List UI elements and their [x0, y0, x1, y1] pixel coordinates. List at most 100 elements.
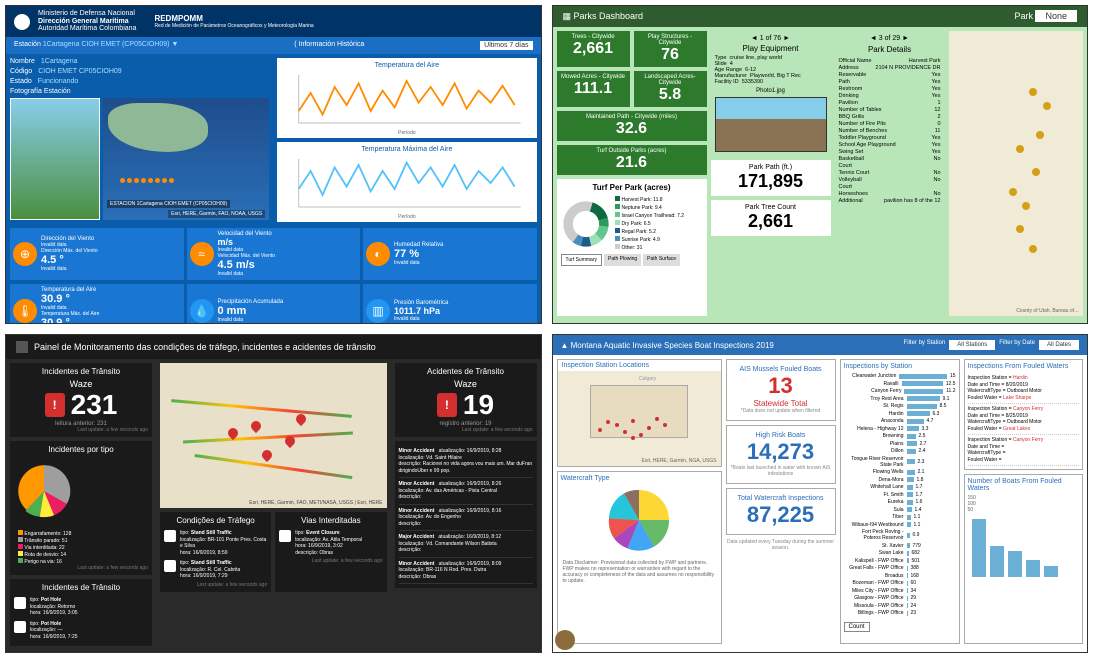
vbar[interactable] [972, 519, 986, 577]
weather-dashboard: Ministerio de Defensa Nacional Dirección… [5, 5, 542, 324]
chart-tempmax[interactable]: Temperatura Máxima del Aire Período [277, 142, 536, 222]
filter-station[interactable]: All Stations [949, 340, 995, 350]
map-dot[interactable] [615, 423, 619, 427]
bar-row[interactable]: St. Regis8.5 [844, 403, 956, 409]
bar-row[interactable]: Billings - FWP Office23 [844, 610, 956, 616]
accident-item[interactable]: Minor Accident atualização: 16/9/2019, 8… [399, 505, 533, 532]
list-item[interactable]: tipo: Event Closurelocalização: Av. Atil… [279, 528, 382, 558]
app-sub: Red de Medición de Parámetros Oceanográf… [154, 23, 313, 29]
kpi-row1: Trees - Citywide2,661 Play Structures - … [557, 31, 707, 67]
count-tab[interactable]: Count [844, 622, 870, 632]
bar-row[interactable]: Tiber1.1 [844, 514, 956, 520]
map-pin[interactable] [1029, 88, 1037, 96]
parks-map[interactable]: County of Utah, Bureau of… [949, 31, 1084, 316]
bar-row[interactable]: Troy Rest Area9.1 [844, 396, 956, 402]
bar-row[interactable]: Bozeman - FWP Office60 [844, 580, 956, 586]
list-item[interactable]: tipo: Stand Still Trafficlocalização: R.… [164, 558, 267, 582]
station-select[interactable]: 1Cartagena CIOH EMET (CP05CIOH09) ▼ [43, 41, 179, 48]
map[interactable]: Calgary Esri, HERE, Garmin, NGA, USGS [558, 371, 721, 466]
title: Painel de Monitoramento das condições de… [34, 342, 376, 352]
bar-row[interactable]: Ft. Smith1.7 [844, 492, 956, 498]
bar-row[interactable]: Swan Lake682 [844, 550, 956, 556]
bar-row[interactable]: Canyon Ferry11.2 [844, 388, 956, 394]
list-item[interactable]: tipo: Stand Still Trafficlocalização: BR… [164, 528, 267, 558]
accident-item[interactable]: Major Accident atualização: 16/9/2019, 8… [399, 531, 533, 558]
bar-row[interactable]: Glasgow - FWP Office29 [844, 595, 956, 601]
station-photo[interactable] [10, 98, 100, 220]
chart-temp[interactable]: Temperatura del Aire Período [277, 58, 536, 138]
bar-row[interactable]: Hardin6.3 [844, 411, 956, 417]
map-dot[interactable] [631, 436, 635, 440]
map-pin[interactable] [1022, 202, 1030, 210]
bar-row[interactable]: Eureka1.6 [844, 499, 956, 505]
equip-nav[interactable]: ◄ 1 of 76 ► [715, 35, 827, 42]
fouled-item[interactable]: Inspection Station = Canyon FerryDate an… [968, 435, 1080, 466]
bar-row[interactable]: Missoula - FWP Office24 [844, 603, 956, 609]
left-col: Nombre1Cartagena CódigoCIOH EMET CP05CIO… [6, 54, 273, 224]
vbar[interactable] [1008, 551, 1022, 577]
bar-row[interactable]: Whitehall Lane1.7 [844, 484, 956, 490]
vbar[interactable] [1044, 566, 1058, 577]
detail-row: Number of Tables12 [839, 106, 941, 113]
equip-photo[interactable] [715, 97, 827, 152]
map-pin[interactable] [1043, 102, 1051, 110]
compass-icon: ⊕ [13, 242, 37, 266]
fouled-item[interactable]: Inspection Station = Canyon FerryDate an… [968, 404, 1080, 435]
filter-date[interactable]: All Dates [1039, 340, 1079, 350]
bar-row[interactable]: Kalispell - FWP Office501 [844, 558, 956, 564]
bar-row[interactable]: St. Xavier779 [844, 543, 956, 549]
vbar[interactable] [990, 546, 1004, 577]
map-dot[interactable] [623, 430, 627, 434]
map[interactable]: Esri, HERE, Garmin, FAO, NOAA, USGS ESTA… [103, 98, 269, 220]
detail-row: HorseshoesNo [839, 190, 941, 197]
hist-link[interactable]: ( Información Histórica [294, 41, 364, 50]
v: 77 % [394, 248, 443, 260]
bar-row[interactable]: Miles City - FWP Office34 [844, 588, 956, 594]
range-select[interactable]: Últimos 7 días [480, 41, 532, 50]
accident-item[interactable]: Minor Accident atualização: 16/9/2019, 8… [399, 478, 533, 505]
bar-row[interactable]: Tongue River Reservoir State Park2.3 [844, 456, 956, 468]
accident-item[interactable]: Minor Accident atualização: 16/9/2019, 8… [399, 445, 533, 478]
accident-item[interactable]: Minor Accident atualização: 16/9/2019, 8… [399, 558, 533, 585]
park-select[interactable]: None [1035, 10, 1077, 22]
tab-turf[interactable]: Turf Summary [561, 254, 602, 266]
stat-temp: 🌡 Temperatura del Aire30.9 °Invalid data… [10, 284, 184, 324]
bar-row[interactable]: Clearwater Junction15 [844, 373, 956, 379]
vbar[interactable] [1026, 560, 1040, 577]
v: 2,661 [560, 40, 627, 58]
pie-chart[interactable] [14, 461, 74, 521]
bar-row[interactable]: Broadus168 [844, 573, 956, 579]
bars[interactable] [968, 517, 1080, 577]
map-dot[interactable] [631, 419, 635, 423]
bar-row[interactable]: Anaconda4.7 [844, 418, 956, 424]
pie-chart[interactable] [604, 485, 674, 555]
bar-row[interactable]: Great Falls - FWP Office388 [844, 565, 956, 571]
bar-row[interactable]: Sula1.4 [844, 507, 956, 513]
map-pin[interactable] [1036, 131, 1044, 139]
bar-row[interactable]: Dena-Mora1.8 [844, 477, 956, 483]
map-pin[interactable] [1009, 188, 1017, 196]
traffic-map[interactable]: Esri, HERE, Garmin, FAO, METI/NASA, USGS… [160, 363, 387, 508]
map-pin[interactable] [1029, 245, 1037, 253]
s: Invalid data [394, 260, 443, 266]
map-dot[interactable] [639, 433, 643, 437]
map-pin[interactable] [1016, 225, 1024, 233]
bar-row[interactable]: Flowing Wells2.1 [844, 469, 956, 475]
list-item[interactable]: tipo: Pot Holelocalização: Retornohora: … [14, 595, 148, 619]
fouled-item[interactable]: Inspection Station = HardinDate and Time… [968, 373, 1080, 404]
bar-row[interactable]: Fort Peck Roving - Poteros Reservoir0.9 [844, 529, 956, 541]
map-dot[interactable] [655, 417, 659, 421]
bar-row[interactable]: Dillon2.4 [844, 448, 956, 454]
bar-row[interactable]: Ravalli12.5 [844, 381, 956, 387]
bar-row[interactable]: Helena - Highway 123.3 [844, 426, 956, 432]
donut-chart[interactable] [561, 199, 611, 249]
bar-row[interactable]: Browning2.5 [844, 433, 956, 439]
map-pin[interactable] [1016, 145, 1024, 153]
tab-surface[interactable]: Path Surface [643, 254, 680, 266]
list-item[interactable]: tipo: Pot Holelocalização: —hora: 16/9/2… [14, 619, 148, 643]
details-nav[interactable]: ◄ 3 of 29 ► [839, 35, 941, 42]
map-pin[interactable] [1032, 168, 1040, 176]
bar-row[interactable]: Wibaux-I94 Westbound1.1 [844, 522, 956, 528]
bar-row[interactable]: Plains2.7 [844, 441, 956, 447]
tab-plowing[interactable]: Path Plowing [604, 254, 641, 266]
